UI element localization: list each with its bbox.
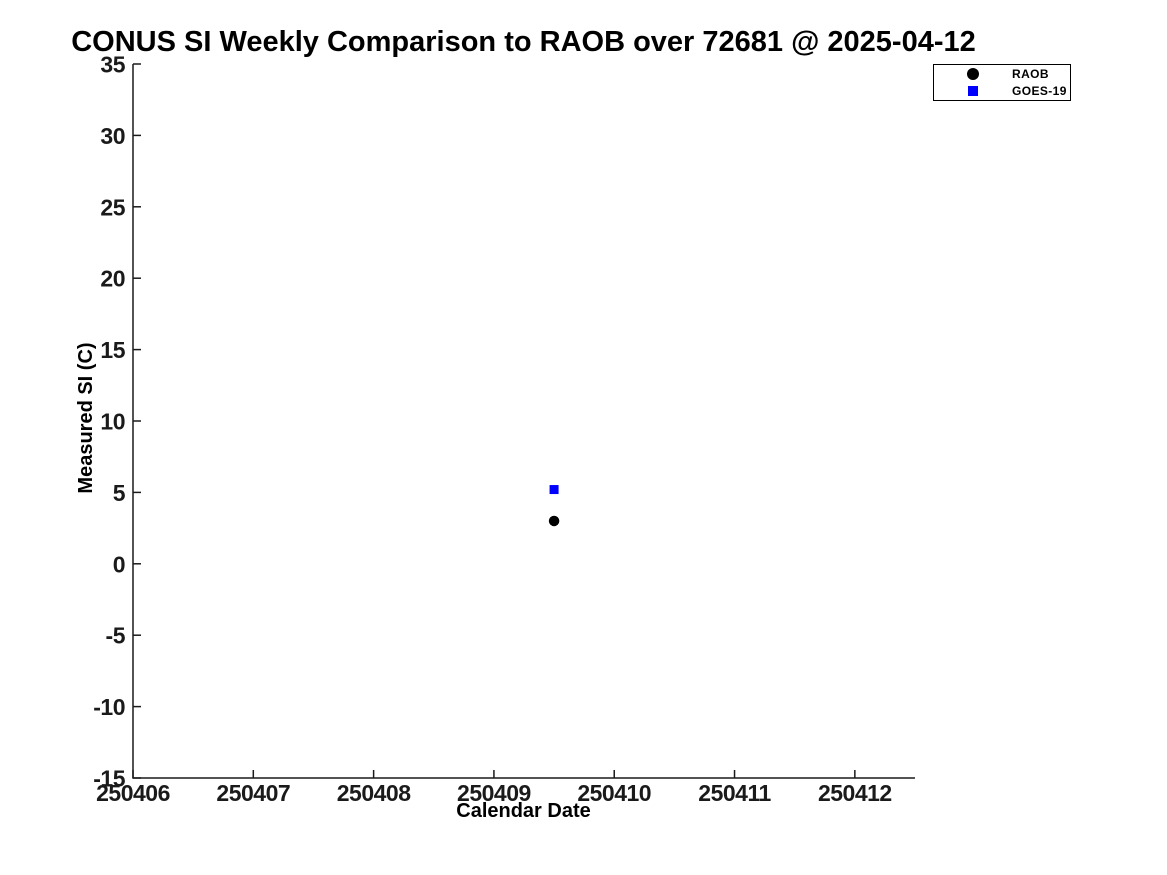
x-tick-label: 250406 <box>96 780 170 806</box>
y-tick-label: 20 <box>100 266 125 292</box>
data-point-goes-19 <box>549 485 559 495</box>
y-axis-label: Measured SI (C) <box>75 342 97 494</box>
y-tick-label: 30 <box>100 123 125 149</box>
x-tick-label: 250410 <box>577 780 651 806</box>
y-tick-label: 10 <box>100 409 125 435</box>
legend-row-raob: RAOB <box>934 67 1070 81</box>
y-tick-label: 15 <box>100 337 125 363</box>
x-axis-label: Calendar Date <box>456 800 591 822</box>
y-tick-label: 25 <box>100 194 125 220</box>
legend-row-goes19: GOES-19 <box>934 84 1070 98</box>
legend-marker-cell <box>934 86 1012 96</box>
x-tick-label: 250411 <box>698 780 771 806</box>
y-tick-label: -10 <box>93 694 125 720</box>
goes19-square-marker-icon <box>968 86 978 96</box>
legend: RAOB GOES-19 <box>933 64 1071 101</box>
y-tick-label: 0 <box>113 551 125 577</box>
x-tick-label: 250408 <box>337 780 411 806</box>
legend-label-goes19: GOES-19 <box>1012 84 1067 98</box>
legend-label-raob: RAOB <box>1012 67 1049 81</box>
x-tick-label: 250407 <box>216 780 290 806</box>
legend-marker-cell <box>934 68 1012 80</box>
y-tick-label: 35 <box>100 52 125 78</box>
x-tick-label: 250412 <box>818 780 892 806</box>
y-tick-label: 5 <box>113 480 126 506</box>
chart-title: CONUS SI Weekly Comparison to RAOB over … <box>71 26 976 58</box>
x-tick-label: 250409 <box>457 780 531 806</box>
data-point-raob <box>548 515 560 527</box>
y-tick-label: -15 <box>93 766 125 792</box>
raob-circle-marker-icon <box>967 68 979 80</box>
y-tick-label: -5 <box>106 623 126 649</box>
axis-lines <box>132 64 915 779</box>
